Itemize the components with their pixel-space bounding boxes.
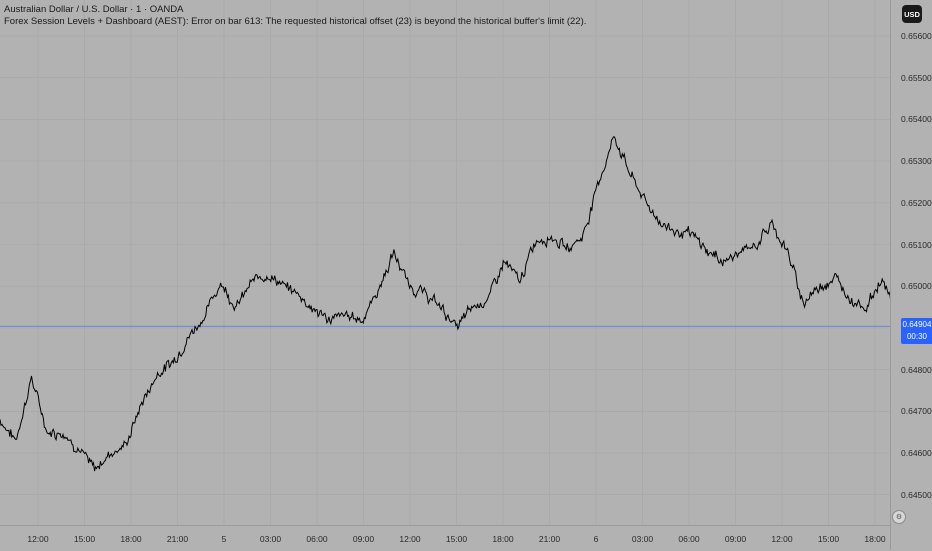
time-tick-label: 18:00 — [864, 534, 886, 544]
price-tick-label: 0.65600 — [901, 31, 932, 41]
price-tick-label: 0.64700 — [901, 406, 932, 417]
time-tick-label: 12:00 — [771, 534, 793, 544]
indicator-error-message: Forex Session Levels + Dashboard (AEST):… — [4, 16, 587, 27]
chart-settings-icon[interactable]: ⚙ — [892, 510, 906, 524]
time-tick-label: 21:00 — [166, 534, 189, 544]
time-tick-label: 12:00 — [399, 534, 421, 544]
price-tick-label: 0.65100 — [901, 239, 932, 250]
time-tick-label: 18:00 — [120, 534, 142, 544]
price-tick-label: 0.64800 — [901, 364, 932, 375]
price-axis[interactable]: USD 0.65600 0.65500 0.65400 0.65300 0.65200 0… — [890, 0, 932, 550]
price-tick-label: 0.65300 — [901, 156, 932, 167]
price-tick-label: 0.65000 — [901, 281, 932, 292]
time-tick-label: 06:00 — [678, 534, 700, 544]
time-tick-label: 15:00 — [817, 534, 840, 544]
price-chart[interactable] — [0, 0, 890, 525]
time-tick-label: 6 — [593, 534, 599, 544]
time-tick-label: 15:00 — [445, 534, 468, 544]
price-tick-label: 0.65500 — [901, 72, 932, 83]
price-series-line — [0, 136, 890, 472]
time-tick-label: 15:00 — [73, 534, 96, 544]
time-tick-label: 12:00 — [27, 534, 49, 544]
time-axis[interactable]: 12:00 15:00 18:00 21:00 5 03:00 06:00 09:00 12:0… — [0, 525, 890, 551]
time-tick-label: 21:00 — [538, 534, 561, 544]
time-tick-label: 09:00 — [352, 534, 375, 544]
price-tick-label: 0.64500 — [901, 489, 932, 500]
current-price-value: 0.64904 — [902, 320, 932, 330]
time-tick-label: 09:00 — [724, 534, 747, 544]
time-tick-label: 03:00 — [259, 534, 282, 544]
chart-title: Australian Dollar / U.S. Dollar · 1 · OA… — [4, 4, 184, 15]
currency-button[interactable]: USD — [902, 5, 922, 23]
price-tick-label: 0.65200 — [901, 197, 932, 208]
bar-countdown: 00:30 — [906, 332, 928, 342]
time-tick-label: 06:00 — [306, 534, 328, 544]
time-tick-label: 5 — [221, 534, 227, 544]
time-tick-label: 18:00 — [492, 534, 514, 544]
chart-area[interactable]: Australian Dollar / U.S. Dollar · 1 · OA… — [0, 0, 890, 525]
chart-legend: Australian Dollar / U.S. Dollar · 1 · OA… — [4, 4, 586, 28]
price-tick-label: 0.65400 — [901, 114, 932, 125]
time-tick-label: 03:00 — [631, 534, 654, 544]
current-price-label: 0.64904 00:30 — [901, 318, 932, 345]
grid-lines — [0, 0, 890, 525]
price-tick-label: 0.64600 — [901, 448, 932, 458]
